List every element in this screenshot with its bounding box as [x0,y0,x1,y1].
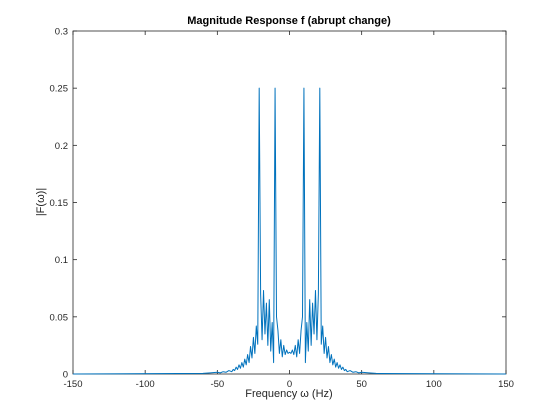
chart-title: Magnitude Response f (abrupt change) [187,15,391,27]
x-tick-label: -50 [210,379,224,390]
x-axis-label: Frequency ω (Hz) [245,388,332,400]
x-tick-label: 150 [498,379,514,390]
y-tick-label: 0.2 [55,141,68,152]
plot-area [72,30,507,375]
y-axis-label: |F(ω)| [35,188,47,216]
series-layer [72,87,507,375]
y-tick-label: 0.15 [50,198,69,209]
y-tick-label: 0 [63,370,68,381]
y-tick-label: 0.25 [50,84,69,95]
x-tick-label: -150 [63,379,82,390]
series-line-0 [72,87,507,375]
y-tick-label: 0.1 [55,255,68,266]
y-tick-label: 0.3 [55,27,68,38]
x-tick-label: 0 [287,379,292,390]
axis-ticks: -150 -100 -50 0 50 100 150 0 0.05 0.1 0.15 0.2 0.25 0… [50,27,514,391]
x-tick-label: 100 [426,379,442,390]
y-tick-label: 0.05 [50,312,69,323]
x-tick-label: -100 [136,379,155,390]
x-tick-label: 50 [356,379,367,390]
